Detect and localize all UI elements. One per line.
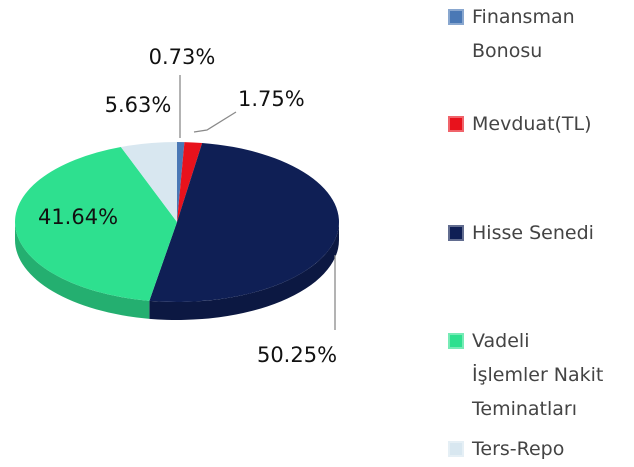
pie-slice: [177, 142, 185, 222]
legend-label: Vadeli İşlemler Nakit Teminatları: [472, 330, 604, 420]
legend-item: Mevduat(TL): [448, 107, 592, 141]
legend-item: Ters-Repo: [448, 432, 564, 466]
legend-swatch: [448, 441, 464, 457]
pie-slice-side: [149, 222, 340, 320]
data-label: 50.25%: [257, 343, 337, 367]
data-label: 41.64%: [38, 205, 118, 229]
legend-item: Vadeli İşlemler Nakit Teminatları: [448, 324, 603, 426]
pie-slice-side: [15, 222, 150, 319]
pie-slice: [120, 142, 177, 222]
data-label: 5.63%: [105, 93, 172, 117]
legend-swatch: [448, 9, 464, 25]
legend-label: Mevduat(TL): [472, 113, 592, 135]
legend-swatch: [448, 116, 464, 132]
leader-line: [193, 111, 237, 133]
pie-slice: [15, 146, 177, 301]
data-label: 1.75%: [238, 87, 305, 111]
legend-swatch: [448, 225, 464, 241]
legend-swatch: [448, 333, 464, 349]
legend-item: Hisse Senedi: [448, 216, 594, 250]
legend-item: Finansman Bonosu: [448, 0, 575, 68]
pie-slice: [177, 142, 203, 222]
legend-label: Hisse Senedi: [472, 222, 594, 244]
pie-slice: [149, 142, 340, 303]
legend-label: Finansman Bonosu: [472, 6, 575, 62]
legend-label: Ters-Repo: [472, 438, 565, 460]
pie-area: 0.73% 1.75% 50.25% 41.64% 5.63%: [15, 45, 340, 367]
data-label: 0.73%: [149, 45, 216, 69]
